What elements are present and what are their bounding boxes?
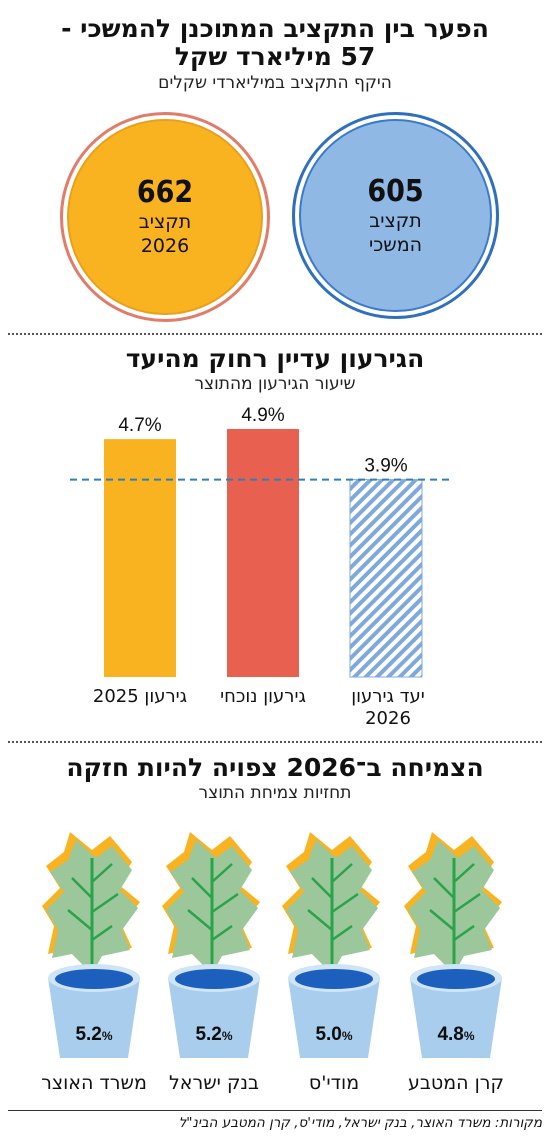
forecast-unit: % xyxy=(101,1029,113,1043)
bar-label-2025: גירעון 2025 xyxy=(92,686,188,707)
circle-2026-value: 662 xyxy=(136,175,194,210)
forecast-unit: % xyxy=(221,1029,233,1043)
forecast-unit: % xyxy=(341,1029,353,1043)
circle-budget-continuing: 605 תקציב המשכי xyxy=(299,119,492,312)
section2-title: הגירעון עדיין רחוק מהיעד xyxy=(125,344,425,373)
bar-value-label-1: 4.9% xyxy=(241,405,284,426)
forecast-value-1: 5.2% xyxy=(174,1024,254,1046)
circle-continuing-label1: תקציב xyxy=(369,209,422,232)
plant-graphic xyxy=(42,832,140,1052)
forecast-number: 5.0 xyxy=(315,1024,342,1045)
footer-sources: מקורות: משרד האוצר, בנק ישראל, מודי'ס, ק… xyxy=(178,1115,542,1131)
pot-graphic xyxy=(48,964,140,1058)
pot-0 xyxy=(44,960,144,1064)
circle-continuing-value: 605 xyxy=(367,173,424,209)
plant-0 xyxy=(40,822,150,1086)
bar-0 xyxy=(104,439,176,677)
section3-subtitle: תחזיות צמיחת התוצר xyxy=(198,783,352,803)
divider-2 xyxy=(8,741,542,743)
forecast-value-3: 4.8% xyxy=(416,1024,496,1046)
circle-continuing-ring xyxy=(292,112,499,319)
forecast-source-0: משרד האוצר xyxy=(41,1072,147,1094)
section1-subtitle: היקף התקציב במיליארדי שקלים xyxy=(158,73,392,93)
circle-2026-ring xyxy=(60,112,270,322)
circle-2026-label1: תקציב xyxy=(138,211,192,233)
forecast-number: 5.2 xyxy=(195,1024,222,1045)
circle-continuing-label2: המשכי xyxy=(368,233,423,256)
divider-1 xyxy=(8,333,542,335)
circle-2026-label2: 2026 xyxy=(140,235,190,257)
bar-value-label-2: 3.9% xyxy=(364,456,407,477)
section3-title: הצמיחה ב־2026 צפויה להיות חזקה xyxy=(66,753,484,782)
section2-subtitle: שיעור הגירעון מהתוצר xyxy=(194,374,356,394)
footer-rule xyxy=(8,1110,542,1111)
bar-1 xyxy=(227,429,299,677)
pot-1 xyxy=(164,960,264,1064)
plant-2 xyxy=(280,822,390,1086)
pot-graphic xyxy=(410,964,502,1058)
forecast-number: 5.2 xyxy=(75,1024,102,1045)
forecast-source-2: מודי'ס xyxy=(308,1072,360,1094)
section1-title-line2: 57 מיליארד שקל xyxy=(174,42,376,71)
circle-budget-2026: 662 תקציב 2026 xyxy=(67,119,263,315)
deficit-chart: 4.7% 4.9% 3.9% xyxy=(70,405,450,678)
bar-value-label-0: 4.7% xyxy=(118,415,161,436)
forecast-number: 4.8 xyxy=(437,1024,464,1045)
forecast-source-3: קרן המטבע xyxy=(408,1072,504,1094)
bar-label-current: גירעון נוכחי xyxy=(220,686,306,707)
pot-graphic xyxy=(288,964,380,1058)
section1-title-line1: הפער בין התקציב המתוכנן להמשכי - xyxy=(61,14,489,43)
pot-graphic xyxy=(168,964,260,1058)
plant-graphic xyxy=(282,832,380,1052)
pot-3 xyxy=(406,960,506,1064)
bar-label-target: יעד גירעון 2026 xyxy=(351,686,425,729)
bar-2 xyxy=(349,479,423,678)
forecast-source-1: בנק ישראל xyxy=(168,1072,260,1094)
forecast-value-2: 5.0% xyxy=(294,1024,374,1046)
forecast-unit: % xyxy=(463,1029,475,1043)
forecast-value-0: 5.2% xyxy=(54,1024,134,1046)
pot-2 xyxy=(284,960,384,1064)
